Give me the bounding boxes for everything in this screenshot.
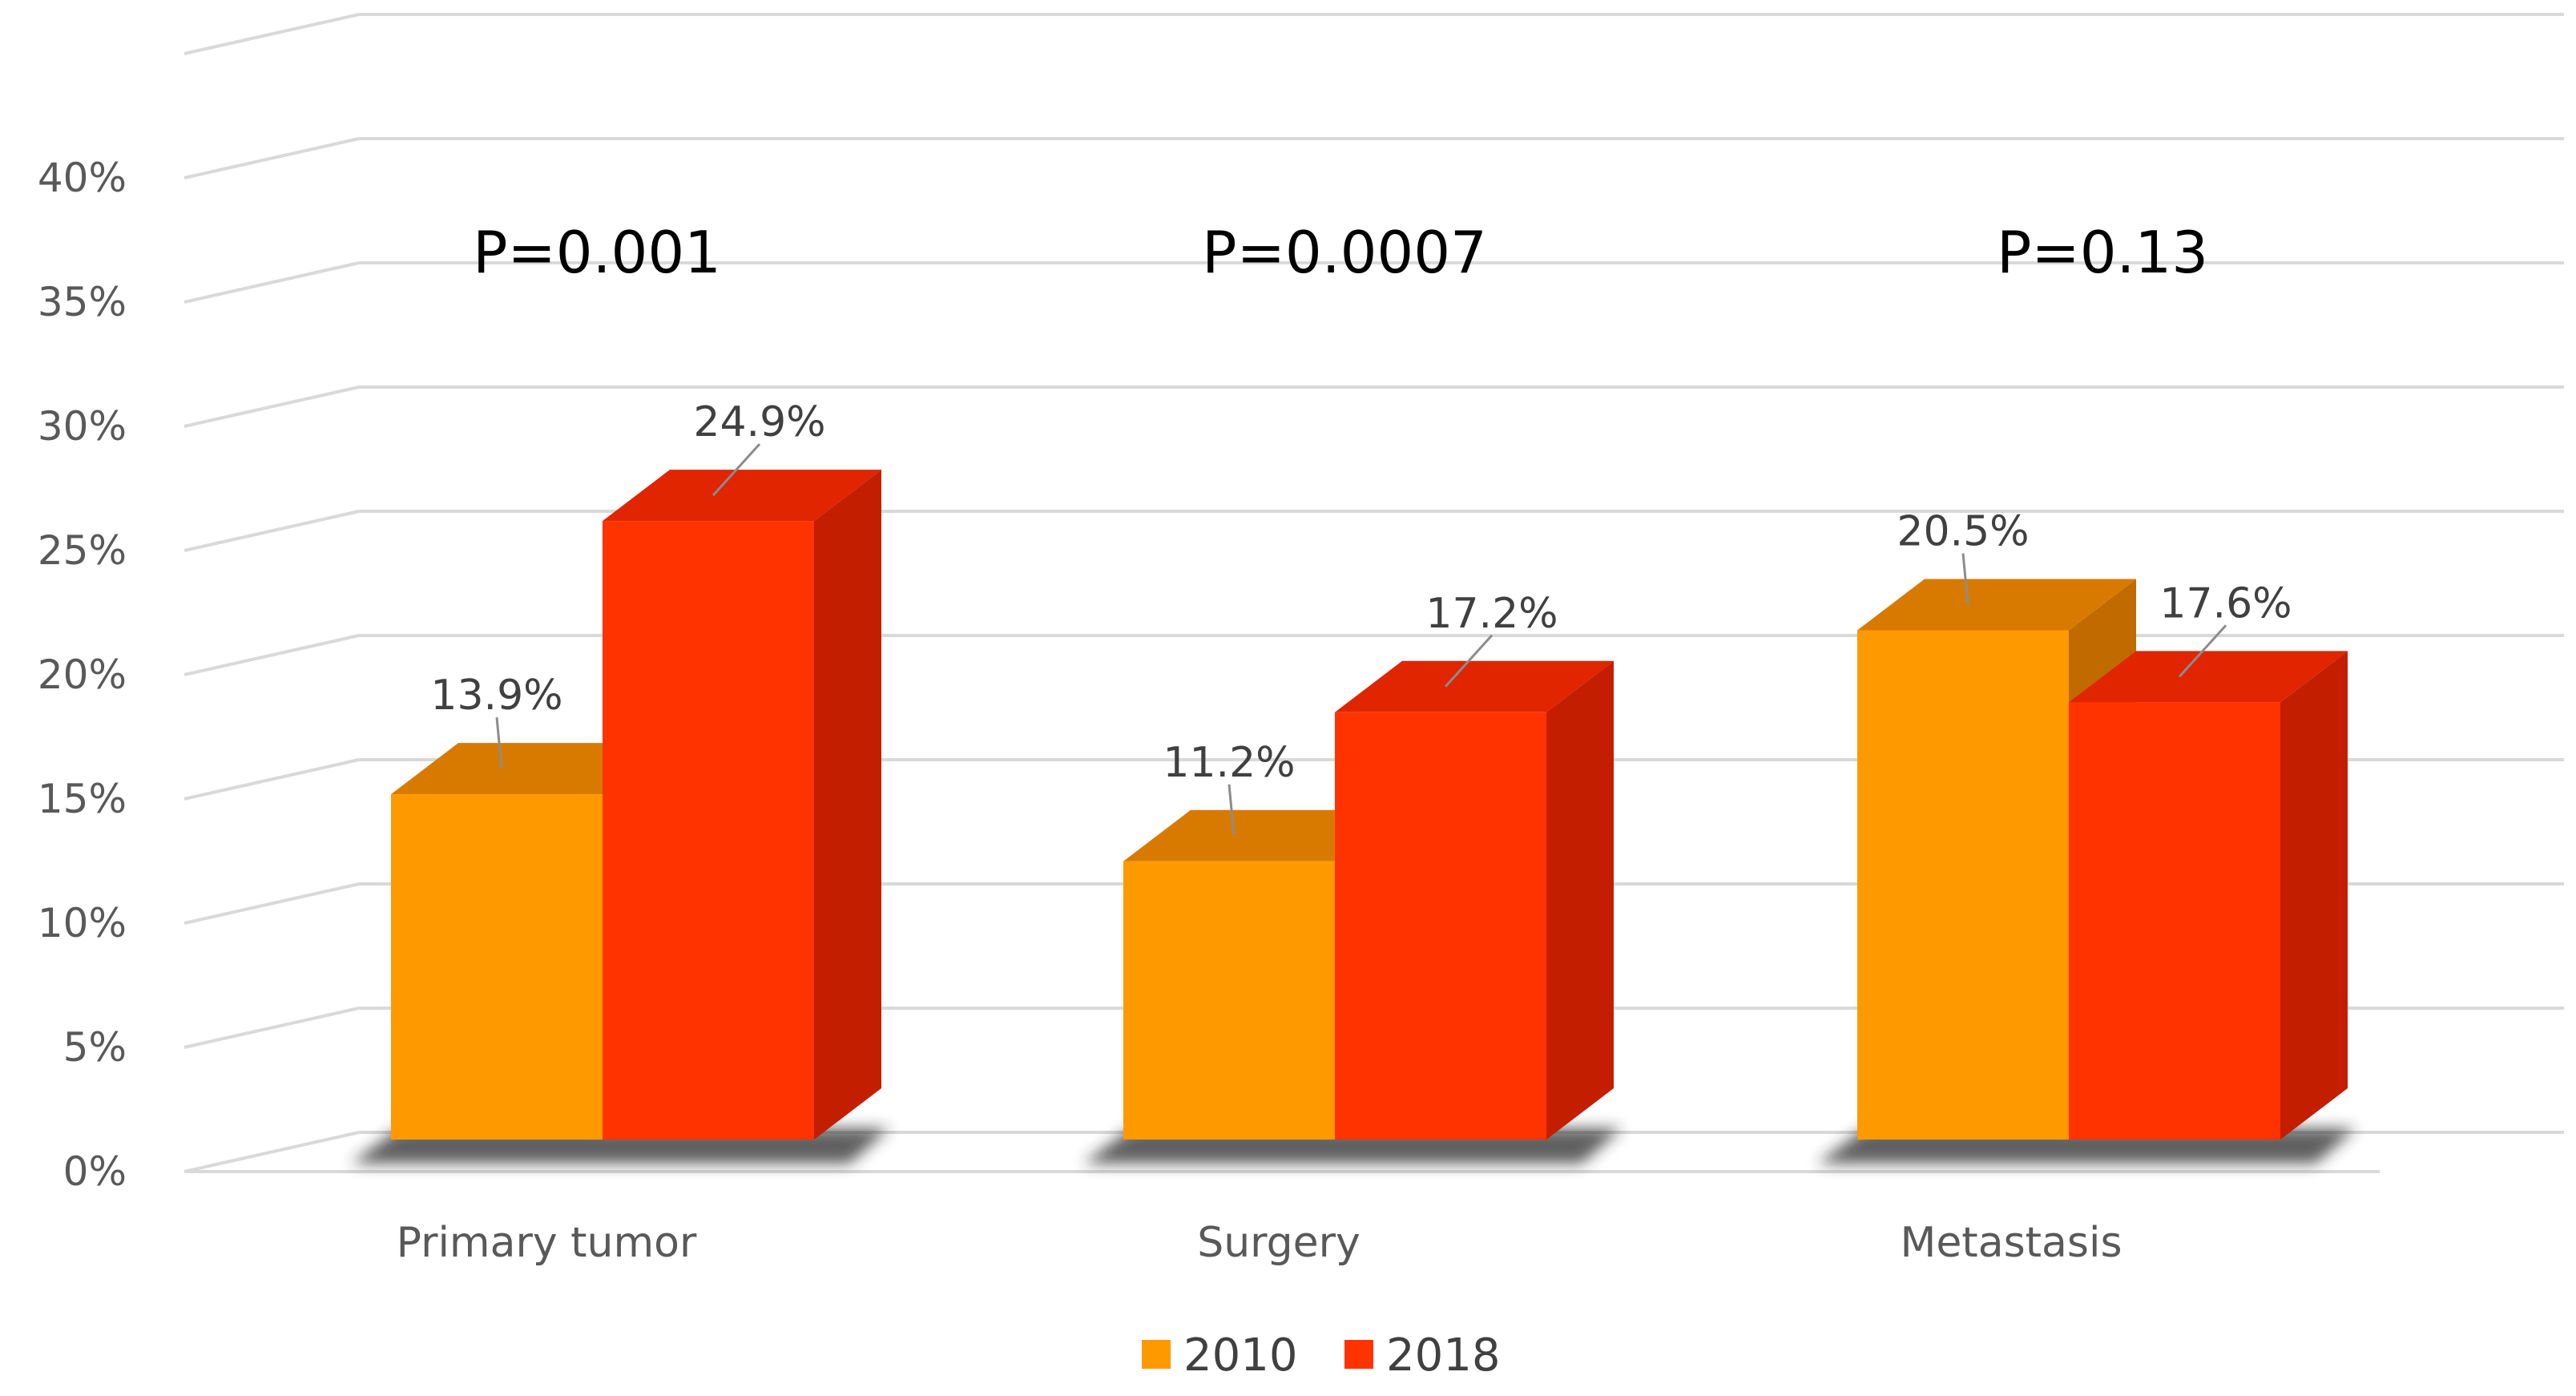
data-labels: 13.9% 24.9% 11.2% 17.2% 20.5% 17.6%: [430, 398, 2292, 836]
y-tick-label: 15%: [38, 776, 127, 822]
data-label-leader: [712, 443, 761, 497]
y-tick-label: 0%: [63, 1148, 127, 1195]
data-label: 11.2%: [1163, 739, 1295, 787]
bar-side-face: [1546, 660, 1614, 1140]
y-tick-label: 30%: [38, 403, 127, 450]
bar-2018-primary-tumor: [603, 521, 814, 1140]
legend: 2010 2018: [1142, 1329, 1501, 1382]
gridline-diagonal: [183, 758, 360, 801]
bar-top-face: [391, 743, 670, 795]
data-label-leader: [1228, 784, 1236, 836]
p-value-annotation: P=0.001: [473, 219, 721, 286]
bar-side-face: [814, 470, 881, 1140]
data-label: 13.9%: [430, 672, 562, 720]
gridline-diagonal: [183, 1131, 360, 1173]
data-label: 17.6%: [2159, 579, 2292, 627]
legend-swatch: [1142, 1340, 1171, 1369]
y-tick-label: 40%: [38, 155, 127, 201]
y-tick-label: 35%: [38, 279, 127, 325]
bar-2010-metastasis: [1857, 630, 2069, 1140]
bar-top-face: [2069, 651, 2348, 703]
legend-label: 2010: [1183, 1329, 1298, 1382]
y-tick-label: 20%: [38, 652, 127, 698]
p-value-annotations: P=0.001 P=0.0007 P=0.13: [473, 219, 2208, 286]
data-label: 20.5%: [1897, 508, 2029, 556]
data-label-leader: [1961, 553, 1969, 605]
category-label: Metastasis: [1900, 1219, 2122, 1267]
bar-side-face: [2280, 651, 2348, 1140]
bar-top-face: [603, 470, 881, 522]
bar-2018-metastasis: [2069, 702, 2280, 1140]
gridline-diagonal: [183, 261, 360, 304]
gridline-diagonal: [183, 137, 360, 180]
y-axis-ticks: 0% 5% 10% 15% 20% 25% 30% 35% 40%: [38, 155, 127, 1195]
p-value-annotation: P=0.13: [1997, 219, 2208, 286]
bar-top-face: [1335, 660, 1614, 712]
y-tick-label: 25%: [38, 527, 127, 574]
data-label: 24.9%: [693, 398, 825, 446]
bar-2018-surgery: [1335, 712, 1546, 1140]
gridline-diagonal: [183, 385, 360, 428]
gridline-diagonal: [183, 510, 360, 552]
category-label: Primary tumor: [397, 1219, 697, 1267]
y-tick-label: 10%: [38, 900, 127, 946]
gridline-diagonal: [183, 13, 360, 55]
data-label: 17.2%: [1425, 590, 1558, 638]
legend-swatch: [1344, 1340, 1373, 1369]
gridline-diagonal: [183, 634, 360, 676]
bar-2010-surgery: [1123, 861, 1335, 1140]
y-tick-label: 5%: [63, 1024, 127, 1071]
bar-top-face: [1857, 579, 2136, 631]
data-label-leader: [1444, 634, 1494, 688]
category-labels: Primary tumor Surgery Metastasis: [397, 1219, 2122, 1267]
gridline-diagonal: [183, 882, 360, 925]
bar-top-face: [1123, 809, 1402, 861]
data-label-leader: [495, 716, 503, 769]
category-label: Surgery: [1197, 1219, 1361, 1267]
gridline-diagonal: [183, 1007, 360, 1049]
legend-label: 2018: [1386, 1329, 1501, 1382]
data-label-leader: [2178, 624, 2227, 678]
bars: [351, 470, 2356, 1164]
bar-2010-primary-tumor: [391, 794, 603, 1140]
p-value-annotation: P=0.0007: [1202, 219, 1487, 286]
